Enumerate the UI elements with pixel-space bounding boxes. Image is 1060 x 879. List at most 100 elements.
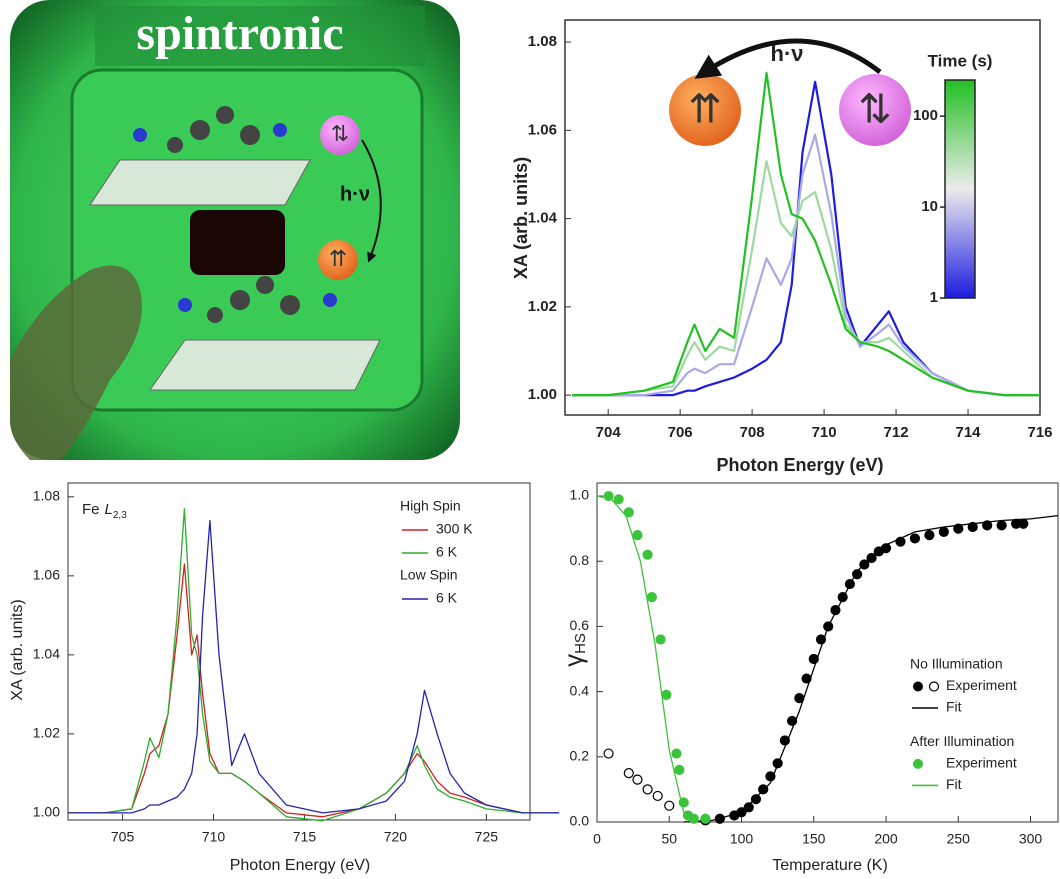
y-tick-label: 1.08 xyxy=(33,488,60,504)
x-tick-label: 704 xyxy=(596,424,622,441)
arrow xyxy=(694,38,882,79)
annotation-symbol: L xyxy=(105,501,113,518)
legend-swatch xyxy=(913,681,923,692)
data-point xyxy=(938,526,949,537)
legend-group: After Illumination xyxy=(910,733,1014,749)
y-tick-label: 1.0 xyxy=(570,487,590,503)
series-line xyxy=(68,508,560,822)
low-spin-icon xyxy=(839,74,911,146)
data-point xyxy=(623,507,634,518)
chart: 705 710 715 720 725 1.00 1.02 1.04 1.06 1.08 Photo… xyxy=(9,482,560,874)
data-point xyxy=(642,549,653,560)
molecule xyxy=(133,106,287,153)
data-point xyxy=(623,768,634,779)
y-tick-label: 1.02 xyxy=(33,725,60,741)
legend-label: Experiment xyxy=(946,677,1017,693)
data-point xyxy=(603,748,614,759)
data-point xyxy=(655,634,666,645)
y-tick-label: 1.06 xyxy=(528,121,557,138)
colorbar xyxy=(944,79,976,299)
legend-label: Fit xyxy=(946,776,962,792)
x-axis-label: Temperature (K) xyxy=(772,857,888,874)
y-tick-label: 0.6 xyxy=(570,617,590,633)
x-tick-label: 200 xyxy=(874,831,898,847)
data-point xyxy=(642,784,653,795)
y-tick-label: 1.08 xyxy=(528,33,557,50)
series-line xyxy=(572,133,1040,397)
y-tick-label: 0.0 xyxy=(570,813,590,829)
banner xyxy=(95,6,425,66)
series-line xyxy=(572,80,1040,397)
illustration-label: h·ν xyxy=(340,183,370,205)
x-tick-label: 150 xyxy=(802,831,826,847)
molecule xyxy=(178,276,337,323)
data-point xyxy=(924,530,935,541)
y-tick-label: 1.04 xyxy=(33,646,60,662)
legend-group: High Spin xyxy=(400,498,461,514)
data-point xyxy=(661,689,672,700)
colorbar-tick-label: 1 xyxy=(930,289,938,306)
x-tick-label: 714 xyxy=(956,424,982,441)
x-axis-label: Photon Energy (eV) xyxy=(716,455,883,475)
legend-label: 6 K xyxy=(436,544,458,560)
series-line xyxy=(683,514,1059,823)
x-tick-label: 50 xyxy=(661,831,677,847)
x-tick-label: 705 xyxy=(111,829,135,845)
plot-frame xyxy=(67,482,531,821)
y-axis-label: γHS xyxy=(558,633,589,667)
annotation: h·ν xyxy=(771,41,804,66)
series-line xyxy=(596,495,699,823)
graphene xyxy=(149,339,381,391)
high-spin-icon xyxy=(318,240,358,280)
legend-label: Experiment xyxy=(946,755,1017,771)
colorbar-label: Time (s) xyxy=(928,51,993,70)
y-tick-label: 1.02 xyxy=(528,298,557,315)
x-tick-label: 720 xyxy=(384,829,408,845)
spin-arrows: ⇅ xyxy=(331,121,349,146)
arrow xyxy=(361,139,382,263)
x-tick-label: 708 xyxy=(740,424,765,441)
x-tick-label: 100 xyxy=(730,831,754,847)
legend-group: No Illumination xyxy=(910,656,1003,672)
y-tick-label: 1.00 xyxy=(528,386,557,403)
series-line xyxy=(572,71,1040,397)
legend-label: 300 K xyxy=(436,521,473,537)
legend-swatch xyxy=(913,758,923,769)
x-tick-label: 706 xyxy=(668,424,693,441)
data-point xyxy=(652,790,663,802)
legend-label: Fit xyxy=(946,699,962,715)
x-tick-label: 710 xyxy=(812,424,837,441)
x-tick-label: 300 xyxy=(1019,831,1043,847)
data-point xyxy=(996,520,1007,531)
spin-arrows: ⇅ xyxy=(858,88,892,132)
x-axis-label: Photon Energy (eV) xyxy=(230,857,371,874)
plot-frame xyxy=(564,19,1041,416)
data-point xyxy=(743,802,754,813)
data-point xyxy=(982,520,993,531)
x-tick-label: 725 xyxy=(475,829,499,845)
sensor xyxy=(190,210,285,275)
data-point xyxy=(967,521,978,533)
spin-arrows: ⇈ xyxy=(329,246,347,271)
spin-arrows: ⇈ xyxy=(688,88,722,132)
series-line xyxy=(68,563,560,818)
y-tick-label: 0.2 xyxy=(570,748,590,764)
y-tick-label: 1.00 xyxy=(33,804,60,820)
x-tick-label: 716 xyxy=(1027,424,1052,441)
y-tick-label: 0.4 xyxy=(570,682,590,698)
annotation-text: Fe xyxy=(82,501,100,518)
colorbar-tick-label: 100 xyxy=(913,107,938,124)
y-tick-label: 0.8 xyxy=(570,552,590,568)
legend-group: Low Spin xyxy=(400,567,458,583)
chart: 704 706 708 710 712 714 716 1.00 1.02 1.04 1.06 1.0… xyxy=(511,19,1053,475)
data-point xyxy=(674,764,685,775)
legend-swatch xyxy=(928,681,940,692)
y-axis-label: XA (arb. units) xyxy=(511,157,531,279)
data-point xyxy=(632,774,643,785)
data-point xyxy=(909,533,921,544)
y-tick-label: 1.04 xyxy=(528,210,558,227)
annotation: Fe L2,3 xyxy=(82,501,127,521)
data-point xyxy=(671,748,682,759)
subscript: HS xyxy=(572,633,589,654)
finger xyxy=(10,265,142,460)
